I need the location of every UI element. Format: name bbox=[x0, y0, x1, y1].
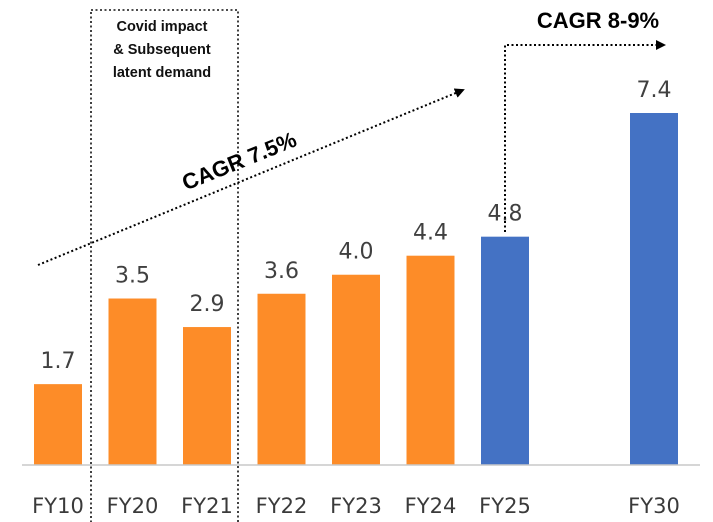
x-tick-label: FY30 bbox=[628, 494, 680, 518]
bar bbox=[630, 113, 678, 465]
x-tick-label: FY20 bbox=[107, 494, 159, 518]
bar bbox=[108, 298, 157, 465]
value-label: 3.6 bbox=[264, 259, 299, 284]
covid-note: Covid impact bbox=[116, 19, 207, 35]
bar bbox=[332, 274, 380, 465]
covid-note-bg bbox=[96, 12, 228, 88]
x-tick-label: FY10 bbox=[32, 494, 84, 518]
bar bbox=[34, 384, 82, 465]
cagr-label: CAGR 7.5% bbox=[178, 127, 300, 196]
value-label: 4.4 bbox=[413, 221, 448, 246]
bar bbox=[406, 255, 455, 465]
bar bbox=[481, 236, 529, 465]
x-tick-label: FY21 bbox=[181, 494, 233, 518]
value-label: 4.0 bbox=[339, 240, 374, 265]
value-label: 3.5 bbox=[115, 264, 150, 289]
x-tick-label: FY25 bbox=[479, 494, 531, 518]
covid-note: latent demand bbox=[113, 65, 211, 81]
bars bbox=[34, 113, 678, 465]
cagr-arrow bbox=[37, 88, 465, 266]
value-label: 1.7 bbox=[41, 349, 76, 374]
cagr-label: CAGR 8-9% bbox=[537, 8, 659, 33]
bar bbox=[257, 293, 306, 465]
value-label: 2.9 bbox=[190, 292, 225, 317]
x-tick-label: FY23 bbox=[330, 494, 382, 518]
bar bbox=[183, 327, 231, 465]
x-tick-label: FY22 bbox=[256, 494, 308, 518]
x-tick-label: FY24 bbox=[405, 494, 457, 518]
cagr-arrow bbox=[504, 40, 666, 232]
value-label: 7.4 bbox=[637, 78, 672, 103]
covid-note: & Subsequent bbox=[113, 42, 211, 58]
covid-box bbox=[90, 9, 239, 522]
